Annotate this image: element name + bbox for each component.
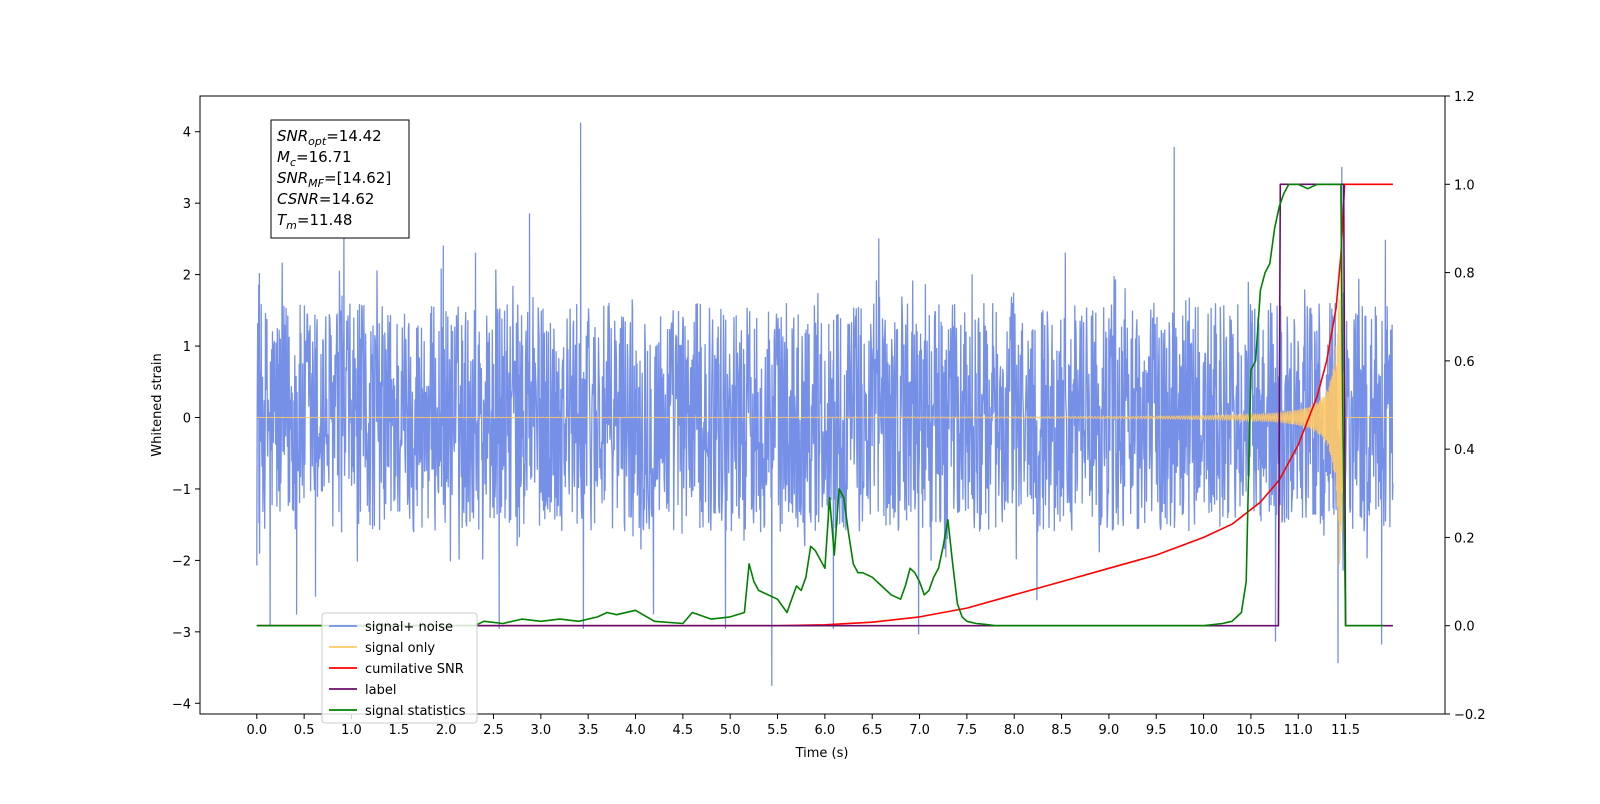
stat-line: Tm=11.48 <box>277 211 352 232</box>
stats-box-frame <box>270 119 410 239</box>
legend-label: signal statistics <box>365 704 466 719</box>
x-tick-label: 8.5 <box>1051 723 1072 738</box>
series-signal-only <box>256 264 1393 565</box>
x-tick-label: 3.5 <box>578 723 599 738</box>
x-tick-label: 10.5 <box>1236 723 1265 738</box>
legend-label: signal only <box>365 641 435 656</box>
x-tick-label: 7.5 <box>957 723 978 738</box>
axes-layer: 0.0 0.5 1.0 1.5 2.0 2.5 3.0 3.5 4.0 4.5 5.0 5.5 6.0 6… <box>172 90 1486 738</box>
legend-label: signal+ noise <box>365 620 453 635</box>
y2-tick-label: 0.4 <box>1454 443 1475 458</box>
x-tick-label: 2.5 <box>483 723 504 738</box>
series-signal-noise <box>256 122 1394 687</box>
y2-tick-label: 0.6 <box>1454 355 1475 370</box>
x-tick-label: 0.0 <box>246 723 267 738</box>
x-tick-label: 6.5 <box>862 723 883 738</box>
x-tick-label: 2.0 <box>436 723 457 738</box>
y-tick-label: −4 <box>172 697 191 712</box>
x-tick-label: 4.5 <box>673 723 694 738</box>
stat-line: Mc=16.71 <box>277 148 352 169</box>
x-tick-label: 1.0 <box>341 723 362 738</box>
legend-frame <box>321 612 478 724</box>
x-tick-label: 5.5 <box>767 723 788 738</box>
x-tick-label: 4.0 <box>625 723 646 738</box>
stat-line: SNRMF=[14.62] <box>277 169 391 190</box>
y2-tick-label: 0.2 <box>1454 531 1475 546</box>
x-tick-label: 11.5 <box>1331 723 1360 738</box>
series-layer <box>256 122 1394 687</box>
x-tick-label: 9.0 <box>1099 723 1120 738</box>
y2-tick-label: 1.0 <box>1454 178 1475 193</box>
plot-frame <box>199 95 1446 715</box>
x-tick-label: 7.0 <box>909 723 930 738</box>
y-tick-label: −1 <box>172 483 191 498</box>
y-axis-title: Whitened strain <box>150 353 165 456</box>
x-tick-label: 3.0 <box>530 723 551 738</box>
x-tick-label: 9.5 <box>1146 723 1167 738</box>
series-cumilative-snr <box>256 183 1393 627</box>
series-signal-statistics <box>256 183 1384 627</box>
legend-label: cumilative SNR <box>365 662 464 677</box>
y-tick-label: 4 <box>183 126 191 141</box>
x-tick-label: 5.0 <box>720 723 741 738</box>
y2-tick-label: 0.8 <box>1454 267 1475 282</box>
y-tick-label: −2 <box>172 554 191 569</box>
y-tick-label: 3 <box>183 197 191 212</box>
stat-line: SNRopt=14.42 <box>277 127 382 148</box>
x-tick-label: 8.0 <box>1004 723 1025 738</box>
x-tick-label: 11.0 <box>1284 723 1313 738</box>
y2-tick-label: 0.0 <box>1454 620 1475 635</box>
y-tick-label: 1 <box>183 340 191 355</box>
y-tick-label: 0 <box>183 412 191 427</box>
legend-label: label <box>365 683 396 698</box>
y-tick-label: −3 <box>172 626 191 641</box>
x-tick-label: 1.5 <box>388 723 409 738</box>
y2-tick-label: 1.2 <box>1454 90 1475 105</box>
stats-box: SNRopt=14.42Mc=16.71SNRMF=[14.62]CSNR=14… <box>270 119 410 239</box>
y-tick-label: 2 <box>183 269 191 284</box>
x-axis-title: Time (s) <box>795 746 849 761</box>
x-tick-label: 0.5 <box>294 723 315 738</box>
stat-line: CSNR=14.62 <box>277 190 374 208</box>
y2-tick-label: −0.2 <box>1454 708 1486 723</box>
legend: signal+ noise signal only cumilative SNR la… <box>321 612 478 724</box>
x-tick-label: 6.0 <box>815 723 836 738</box>
x-tick-label: 10.0 <box>1189 723 1218 738</box>
